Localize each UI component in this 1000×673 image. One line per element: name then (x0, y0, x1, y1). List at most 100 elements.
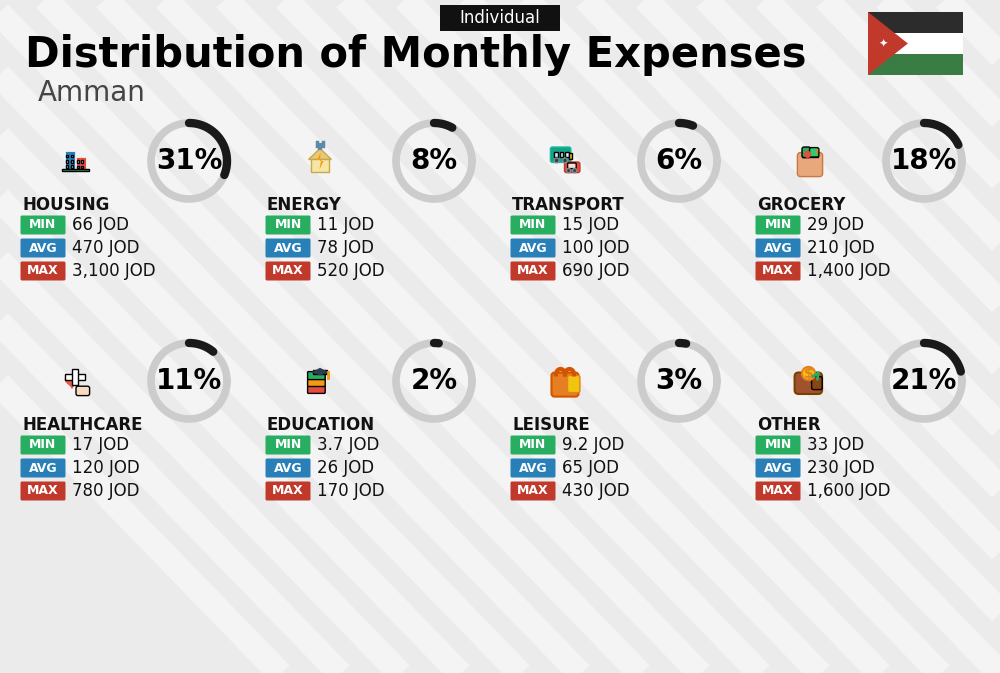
Text: 470 JOD: 470 JOD (72, 239, 140, 257)
FancyBboxPatch shape (311, 160, 329, 172)
Text: MAX: MAX (27, 485, 59, 497)
FancyBboxPatch shape (868, 12, 963, 33)
FancyBboxPatch shape (313, 370, 327, 374)
Text: 170 JOD: 170 JOD (317, 482, 385, 500)
Text: MAX: MAX (27, 264, 59, 277)
Text: AVG: AVG (519, 462, 547, 474)
FancyBboxPatch shape (77, 160, 79, 162)
FancyBboxPatch shape (756, 238, 800, 258)
Text: 780 JOD: 780 JOD (72, 482, 140, 500)
FancyBboxPatch shape (266, 215, 310, 234)
Text: AVG: AVG (274, 462, 302, 474)
FancyBboxPatch shape (76, 386, 90, 396)
FancyBboxPatch shape (72, 369, 78, 384)
FancyBboxPatch shape (756, 481, 800, 501)
Text: 230 JOD: 230 JOD (807, 459, 875, 477)
FancyBboxPatch shape (62, 169, 88, 170)
Text: MAX: MAX (272, 485, 304, 497)
FancyBboxPatch shape (266, 262, 310, 281)
Text: $: $ (804, 367, 813, 380)
Text: MAX: MAX (517, 485, 549, 497)
Polygon shape (317, 153, 324, 170)
FancyBboxPatch shape (20, 238, 66, 258)
Text: AVG: AVG (274, 242, 302, 254)
FancyBboxPatch shape (66, 155, 68, 157)
Text: 210 JOD: 210 JOD (807, 239, 875, 257)
FancyBboxPatch shape (554, 152, 558, 157)
FancyBboxPatch shape (568, 163, 576, 169)
FancyBboxPatch shape (81, 160, 83, 162)
FancyBboxPatch shape (308, 371, 325, 380)
Text: 18%: 18% (891, 147, 957, 175)
FancyBboxPatch shape (70, 155, 73, 157)
Text: 15 JOD: 15 JOD (562, 216, 619, 234)
Circle shape (804, 151, 811, 158)
FancyBboxPatch shape (511, 458, 556, 478)
FancyBboxPatch shape (511, 215, 556, 234)
Text: 6%: 6% (655, 147, 703, 175)
Text: 26 JOD: 26 JOD (317, 459, 374, 477)
Text: 21%: 21% (891, 367, 957, 395)
Text: 11 JOD: 11 JOD (317, 216, 374, 234)
Text: AVG: AVG (764, 242, 792, 254)
FancyBboxPatch shape (795, 372, 822, 394)
Text: 1,600 JOD: 1,600 JOD (807, 482, 891, 500)
FancyBboxPatch shape (266, 458, 310, 478)
Text: MAX: MAX (517, 264, 549, 277)
Text: 3.7 JOD: 3.7 JOD (317, 436, 379, 454)
Text: 11%: 11% (156, 367, 222, 395)
FancyBboxPatch shape (81, 166, 83, 168)
Text: TRANSPORT: TRANSPORT (512, 196, 625, 214)
Text: HEALTHCARE: HEALTHCARE (22, 416, 143, 434)
Text: 100 JOD: 100 JOD (562, 239, 630, 257)
Polygon shape (309, 149, 331, 160)
Text: 29 JOD: 29 JOD (807, 216, 864, 234)
FancyBboxPatch shape (756, 435, 800, 454)
FancyBboxPatch shape (440, 5, 560, 31)
Text: MIN: MIN (519, 219, 547, 232)
FancyBboxPatch shape (76, 157, 86, 170)
Text: MAX: MAX (762, 264, 794, 277)
Text: ENERGY: ENERGY (267, 196, 342, 214)
Text: 520 JOD: 520 JOD (317, 262, 385, 280)
FancyBboxPatch shape (802, 147, 810, 157)
Text: MIN: MIN (29, 439, 57, 452)
Text: Amman: Amman (38, 79, 146, 107)
Circle shape (572, 168, 577, 173)
Text: 3%: 3% (655, 367, 703, 395)
FancyBboxPatch shape (266, 435, 310, 454)
Polygon shape (868, 12, 908, 75)
FancyBboxPatch shape (308, 386, 325, 394)
Text: Individual: Individual (460, 9, 540, 27)
Text: AVG: AVG (764, 462, 792, 474)
FancyBboxPatch shape (756, 262, 800, 281)
FancyBboxPatch shape (569, 153, 572, 159)
Text: MIN: MIN (29, 219, 57, 232)
FancyBboxPatch shape (64, 151, 75, 170)
FancyBboxPatch shape (756, 215, 800, 234)
FancyBboxPatch shape (20, 262, 66, 281)
Text: LEISURE: LEISURE (512, 416, 590, 434)
FancyBboxPatch shape (756, 458, 800, 478)
Text: 1,400 JOD: 1,400 JOD (807, 262, 891, 280)
Text: 33 JOD: 33 JOD (807, 436, 864, 454)
Text: 65 JOD: 65 JOD (562, 459, 619, 477)
FancyBboxPatch shape (802, 155, 818, 157)
Text: 2%: 2% (410, 367, 458, 395)
FancyBboxPatch shape (20, 215, 66, 234)
FancyBboxPatch shape (65, 374, 85, 380)
FancyBboxPatch shape (266, 238, 310, 258)
Polygon shape (815, 149, 818, 155)
Text: MIN: MIN (764, 439, 792, 452)
FancyBboxPatch shape (20, 435, 66, 454)
Text: 690 JOD: 690 JOD (562, 262, 630, 280)
Text: EDUCATION: EDUCATION (267, 416, 375, 434)
FancyBboxPatch shape (511, 435, 556, 454)
Text: ✦: ✦ (879, 38, 888, 48)
FancyBboxPatch shape (868, 33, 963, 54)
FancyBboxPatch shape (564, 162, 580, 172)
Text: 31%: 31% (156, 147, 222, 175)
Text: AVG: AVG (519, 242, 547, 254)
FancyBboxPatch shape (552, 373, 578, 396)
Text: GROCERY: GROCERY (757, 196, 845, 214)
